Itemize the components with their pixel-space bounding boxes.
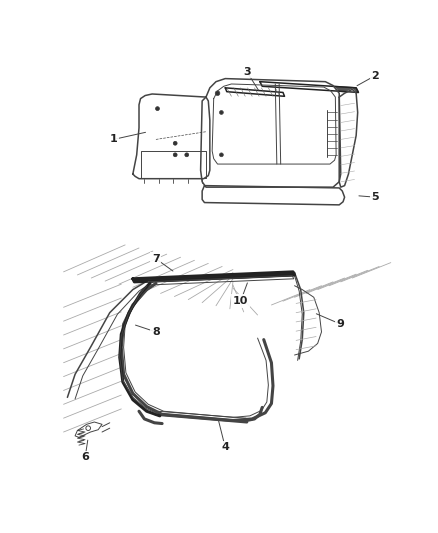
Circle shape [173,141,177,145]
Text: 4: 4 [221,442,229,453]
Polygon shape [201,78,341,187]
Text: 1: 1 [110,134,117,144]
Text: 8: 8 [152,327,160,337]
Text: 9: 9 [337,319,345,329]
Text: 10: 10 [233,296,248,306]
Polygon shape [75,422,102,438]
Text: 6: 6 [81,453,89,463]
Text: 3: 3 [243,67,251,77]
Circle shape [173,153,177,157]
Circle shape [219,153,223,157]
Polygon shape [260,82,358,92]
Circle shape [219,110,223,115]
Circle shape [185,153,189,157]
Circle shape [215,91,220,95]
Polygon shape [133,94,210,179]
Circle shape [155,107,159,110]
Polygon shape [133,272,294,282]
Polygon shape [202,185,345,205]
Polygon shape [225,88,285,96]
Text: 5: 5 [371,192,379,202]
Polygon shape [339,90,358,187]
Text: 7: 7 [152,254,160,264]
Text: 2: 2 [371,70,379,80]
